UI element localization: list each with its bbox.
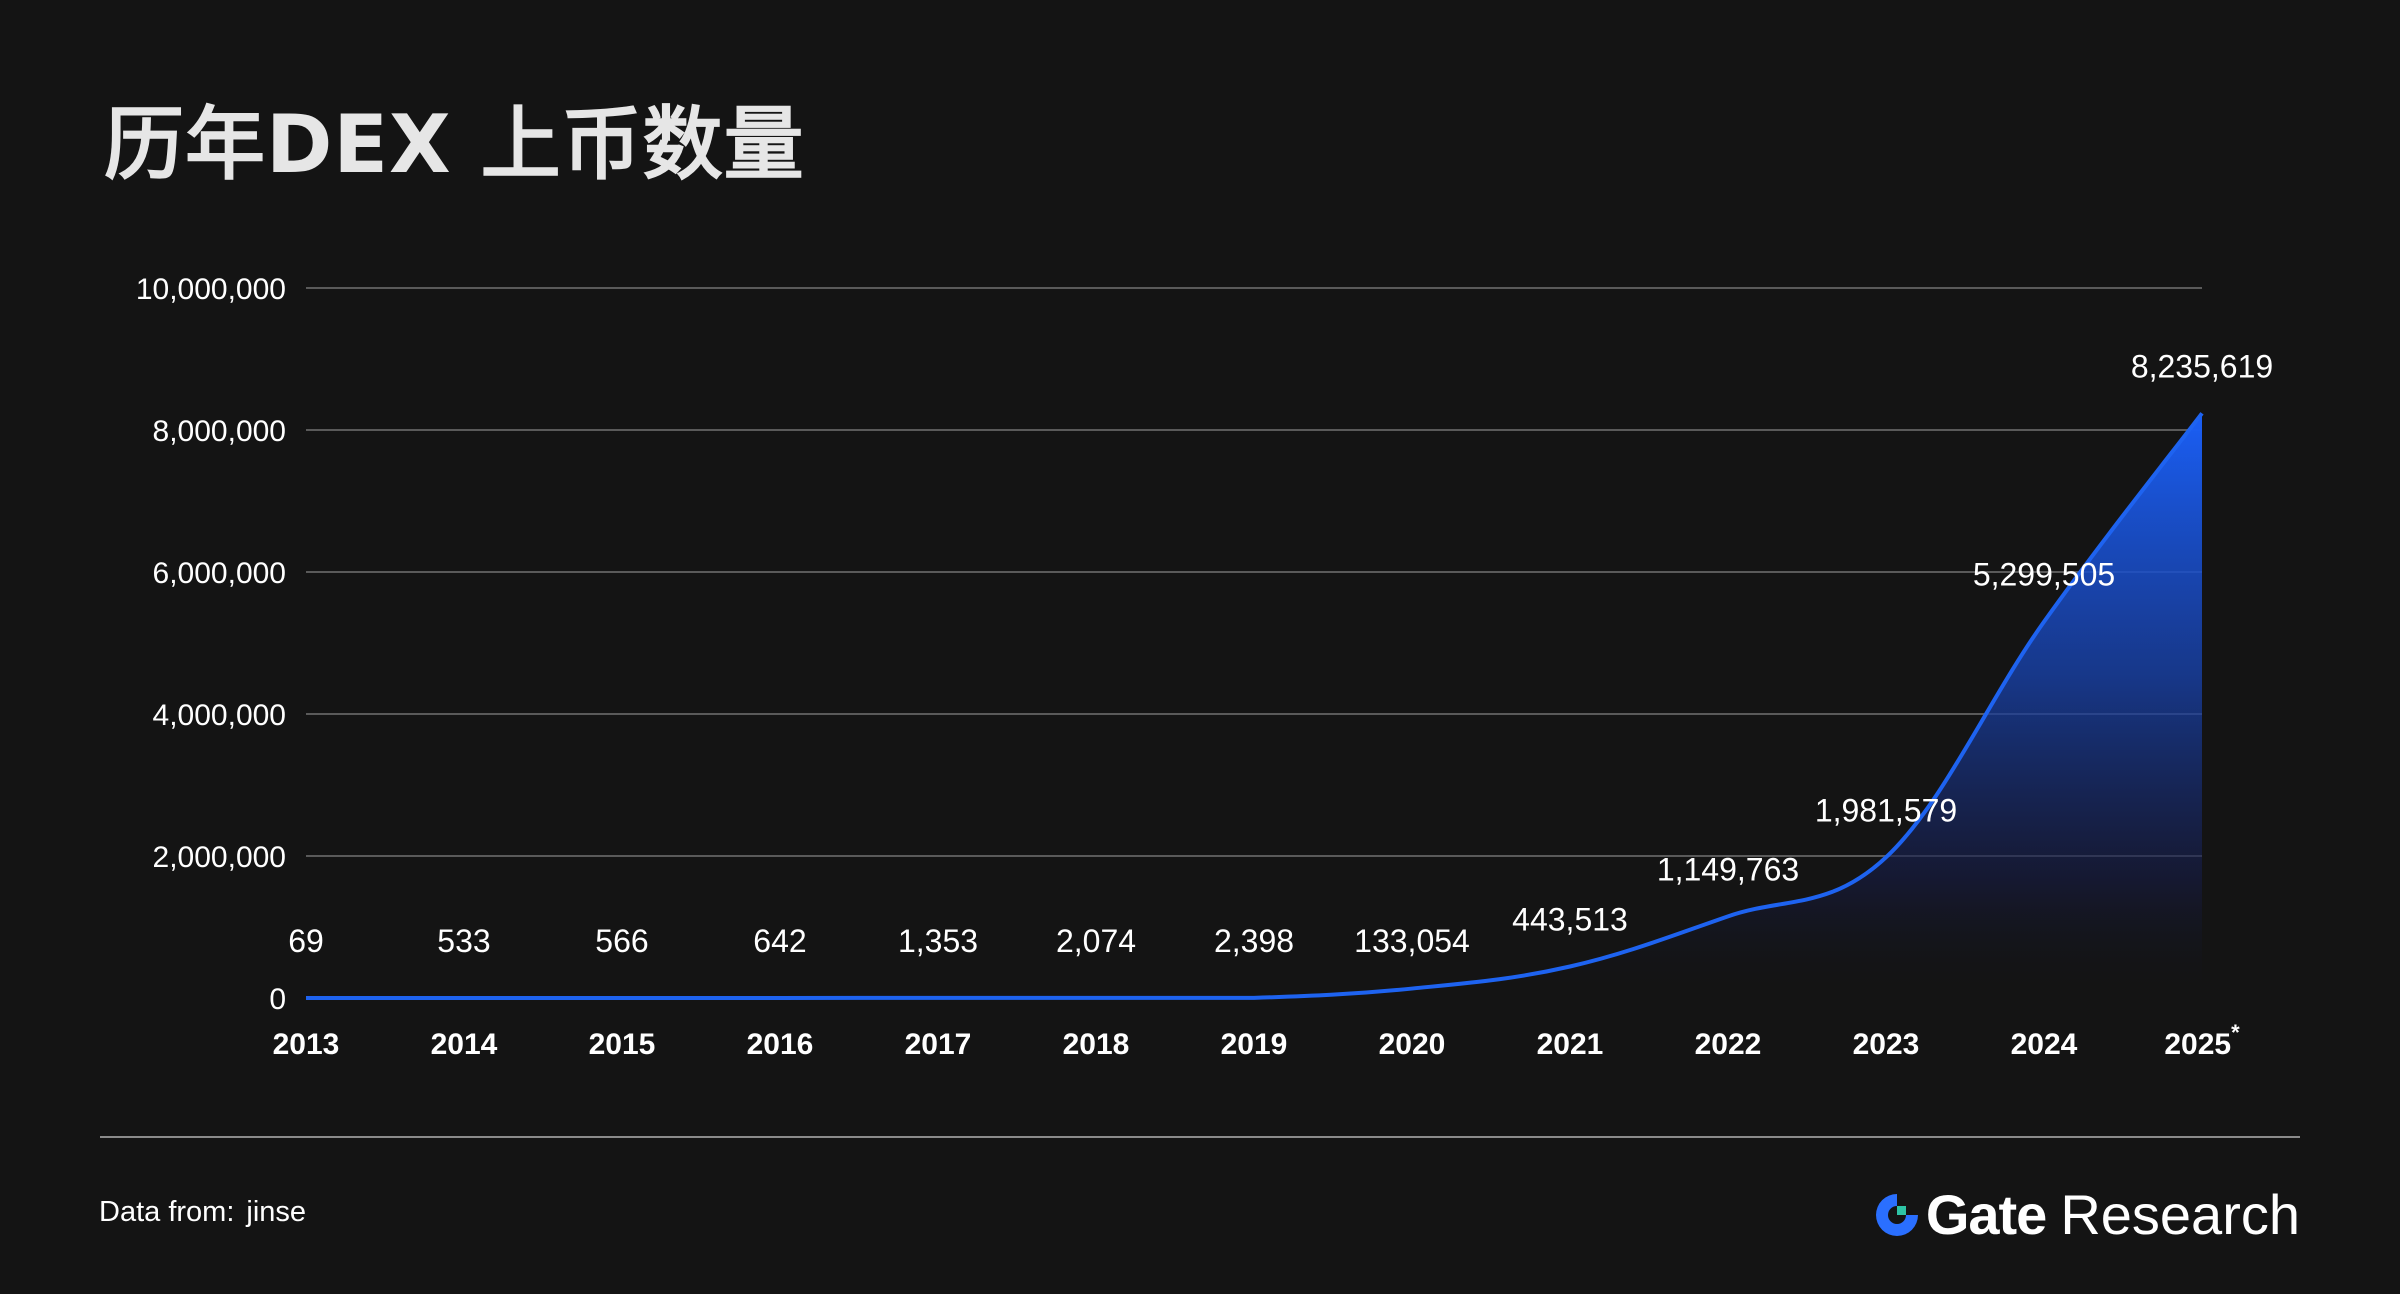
data-label: 642: [753, 923, 806, 959]
data-label: 566: [595, 923, 648, 959]
y-tick-label: 8,000,000: [153, 415, 286, 448]
gate-logo-icon: [1875, 1193, 1918, 1236]
y-tick-label: 0: [269, 983, 286, 1016]
x-axis-tick-labels: 2013 2014 2015 2016 2017 2018 2019 2020 2021 2022…: [273, 1020, 2240, 1061]
data-label: 533: [437, 923, 490, 959]
x-tick-label: 2025*: [2164, 1020, 2240, 1061]
series-line: [305, 412, 2204, 1000]
data-label: 69: [288, 923, 324, 959]
data-label: 1,353: [898, 923, 978, 959]
y-tick-label: 4,000,000: [153, 699, 286, 732]
data-label: 2,074: [1056, 923, 1136, 959]
x-tick-label: 2019: [1221, 1028, 1288, 1061]
y-tick-label: 2,000,000: [153, 841, 286, 874]
x-tick-label: 2022: [1695, 1028, 1762, 1061]
x-tick-label: 2016: [747, 1028, 814, 1061]
x-tick-label: 2018: [1063, 1028, 1130, 1061]
x-tick-label: 2017: [905, 1028, 972, 1061]
brand-logo: Gate Research: [1872, 1182, 2300, 1247]
data-source: Data from: jinse: [99, 1196, 306, 1229]
x-tick-label: 2013: [273, 1028, 340, 1061]
chart-title: 历年DEX 上币数量: [104, 98, 805, 191]
footer-divider: [100, 1136, 2300, 1138]
x-tick-label: 2015: [589, 1028, 656, 1061]
data-label: 8,235,619: [2131, 348, 2273, 384]
x-tick-label: 2024: [2011, 1028, 2078, 1061]
source-label: Data from:: [99, 1196, 235, 1228]
y-axis-tick-labels: 0 2,000,000 4,000,000 6,000,000 8,000,000 10,…: [136, 273, 286, 1016]
brand-suffix: Research: [2060, 1183, 2300, 1246]
grid-lines: [306, 287, 2202, 857]
y-tick-label: 6,000,000: [153, 557, 286, 590]
data-label: 443,513: [1512, 902, 1628, 938]
x-tick-label: 2021: [1537, 1028, 1604, 1061]
x-tick-label: 2023: [1853, 1028, 1920, 1061]
source-value: jinse: [246, 1196, 307, 1228]
data-label: 2,398: [1214, 923, 1294, 959]
brand-name: Gate: [1925, 1183, 2047, 1246]
area-fill: [306, 413, 2202, 998]
data-labels: 69 533 566 642 1,353 2,074 2,398 133,054 443,513…: [288, 348, 2273, 959]
data-label: 5,299,505: [1973, 557, 2115, 593]
x-tick-label: 2014: [431, 1028, 498, 1061]
data-label: 1,981,579: [1815, 792, 1957, 828]
x-tick-label: 2020: [1379, 1028, 1446, 1061]
data-label: 133,054: [1354, 923, 1470, 959]
y-tick-label: 10,000,000: [136, 273, 286, 306]
data-label: 1,149,763: [1657, 851, 1799, 887]
